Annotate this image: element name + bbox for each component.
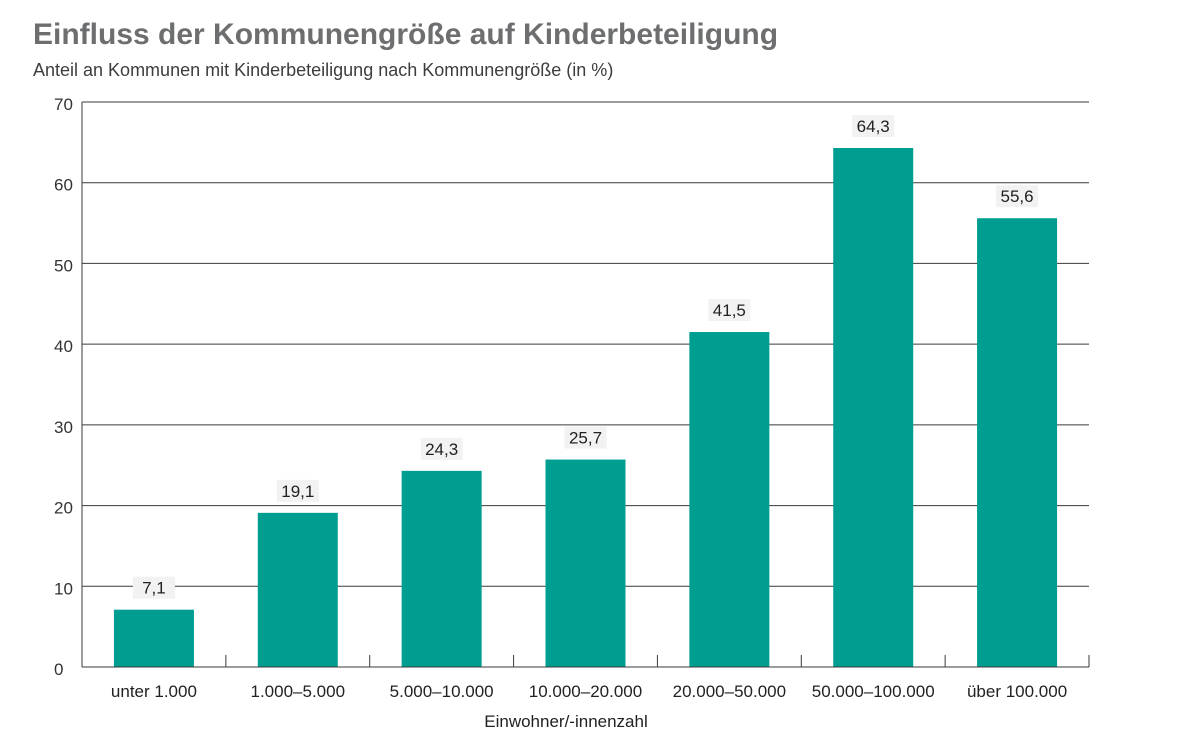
value-label: 64,3 [857,117,890,136]
value-label-background [996,185,1039,208]
x-tick-label: 1.000–5.000 [251,682,346,701]
value-label: 19,1 [281,482,314,501]
value-label-background [132,576,175,599]
bar [689,332,770,667]
value-label-background [708,299,751,322]
x-tick-label: über 100.000 [967,682,1067,701]
x-tick-label: 50.000–100.000 [812,682,935,701]
value-label: 55,6 [1001,187,1034,206]
value-label: 25,7 [569,429,602,448]
y-tick-label: 70 [54,95,73,114]
value-label: 24,3 [425,440,458,459]
bar [401,470,482,667]
bar [977,218,1058,667]
x-axis: unter 1.000 1.000–5.000 5.000–10.000 10.000… [81,655,1090,701]
y-tick-label: 10 [54,579,73,598]
y-tick-label: 0 [54,660,63,679]
bar [545,459,626,667]
bar [113,609,194,667]
y-axis-ticks: 0 10 20 30 40 50 60 70 [54,95,73,679]
value-labels: 7,1 19,1 24,3 25,7 41,5 64,3 55,6 [132,115,1039,599]
chart-subtitle: Anteil an Kommunen mit Kinderbeteiligung… [33,60,614,80]
value-label: 41,5 [713,301,746,320]
bar [833,148,914,667]
value-label-background [564,426,607,449]
y-tick-label: 20 [54,499,73,518]
x-axis-title: Einwohner/-innenzahl [484,712,648,731]
y-tick-label: 60 [54,176,73,195]
value-label-background [852,115,895,138]
value-label: 7,1 [142,579,166,598]
y-tick-label: 50 [54,256,73,275]
y-tick-label: 30 [54,418,73,437]
chart-title: Einfluss der Kommunengröße auf Kinderbet… [33,18,779,51]
x-tick-label: 5.000–10.000 [390,682,494,701]
x-tick-label: 20.000–50.000 [673,682,786,701]
bars [113,148,1058,667]
x-tick-label: 10.000–20.000 [529,682,642,701]
value-label-background [276,479,319,502]
y-tick-label: 40 [54,337,73,356]
value-label-background [420,437,463,460]
bar [257,512,338,667]
x-tick-label: unter 1.000 [111,682,197,701]
